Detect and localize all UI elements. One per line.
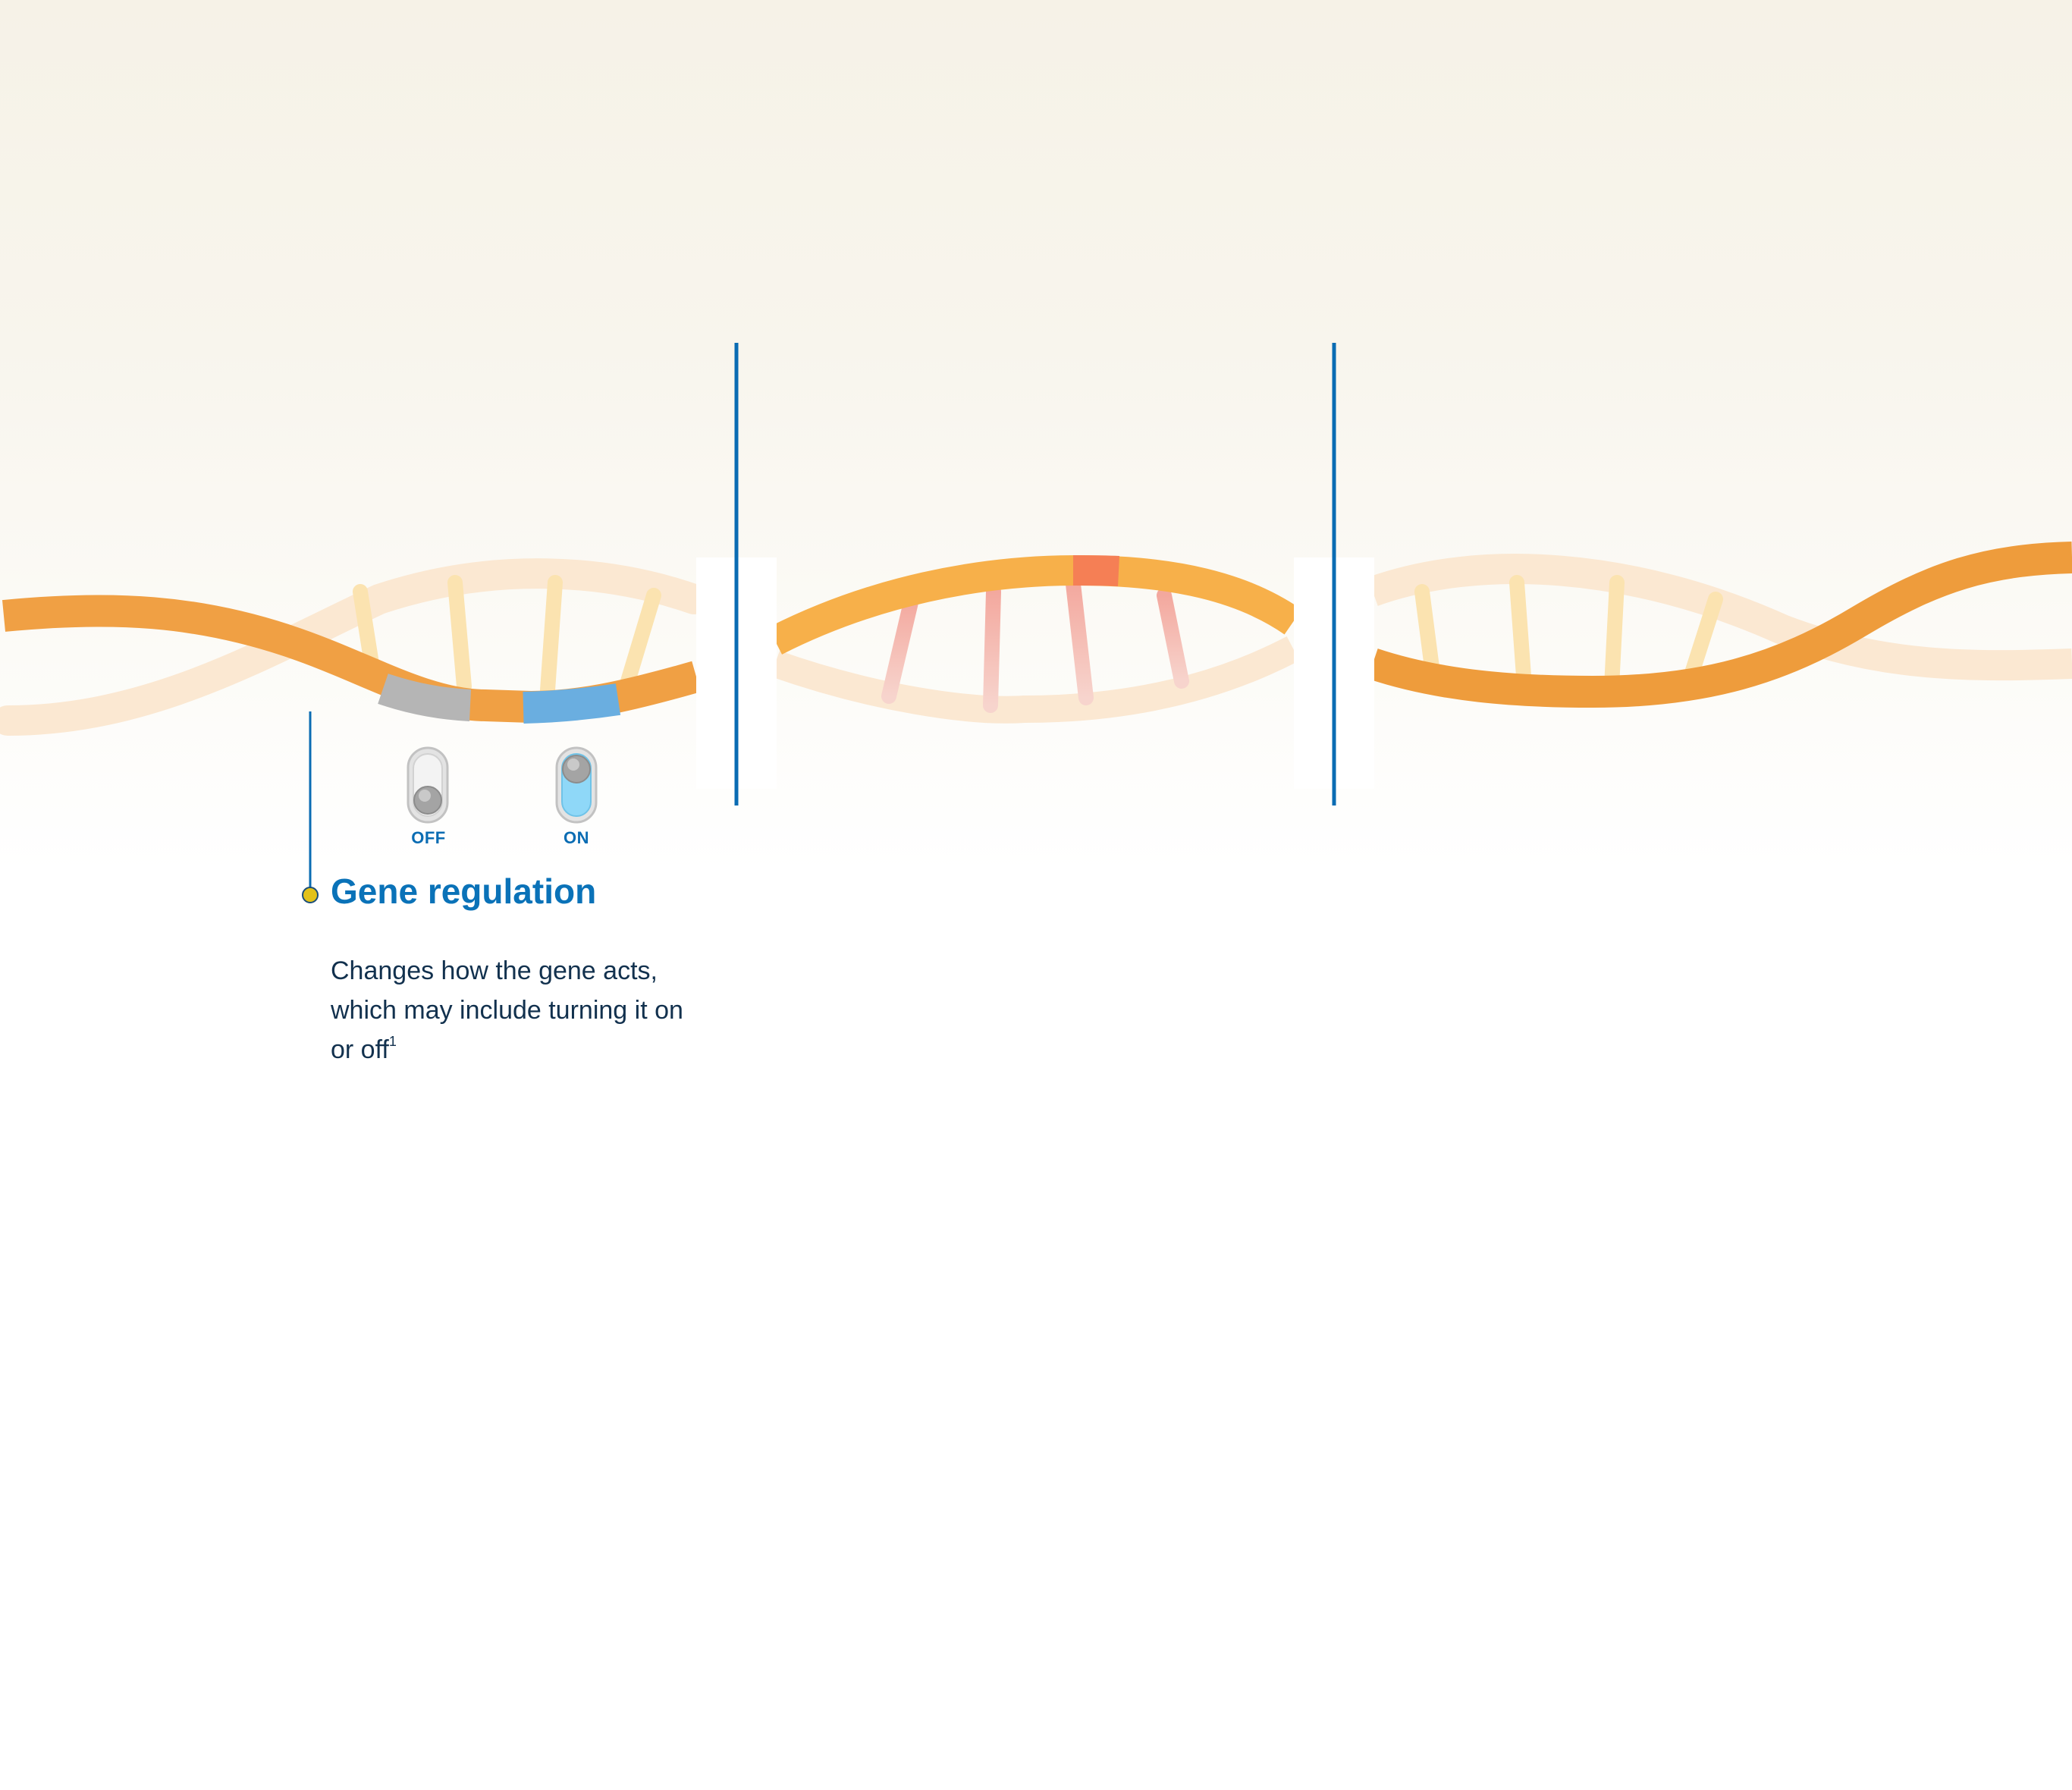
toggle-on-icon <box>555 746 598 824</box>
toggle-on-label: ON <box>564 828 589 847</box>
gene-segment-on <box>523 683 621 724</box>
dna-back-strand-right <box>1367 554 2072 681</box>
callout-body: Changes how the gene acts, which may inc… <box>331 951 687 1069</box>
dna-back-strand-left <box>0 558 709 736</box>
callout-title: Gene regulation <box>331 871 597 911</box>
dna-rungs-left <box>353 575 661 698</box>
toggle-off-label: OFF <box>411 828 446 847</box>
dna-rungs-right <box>1414 575 1723 694</box>
dna-front-strand-middle <box>768 554 1302 655</box>
dna-back-strand-middle <box>771 636 1300 724</box>
background-gradient <box>0 0 2072 872</box>
gene-segment-off <box>378 674 472 721</box>
gene-segment-highlight <box>1072 555 1119 586</box>
dna-front-strand-right <box>1367 542 2072 708</box>
footnote-marker: 1 <box>388 1034 397 1049</box>
callout-dot-icon <box>302 887 319 903</box>
callout-body-text: Changes how the gene acts, which may inc… <box>331 956 683 1064</box>
toggle-off-icon <box>407 746 449 824</box>
dna-rungs-middle <box>881 576 1189 713</box>
